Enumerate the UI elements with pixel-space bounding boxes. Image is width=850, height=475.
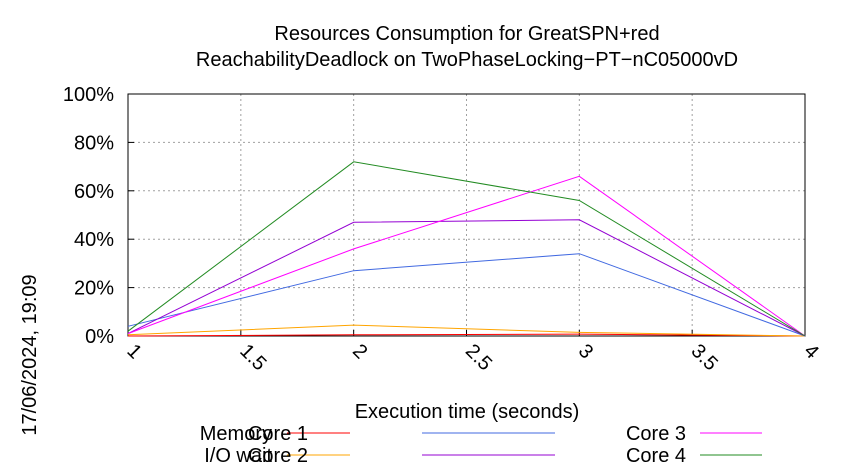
grid xyxy=(128,94,805,336)
x-tick-label-0: 1 xyxy=(122,340,145,363)
legend-label-core-1: Core 1 xyxy=(248,423,308,445)
y-tick-label-0: 0% xyxy=(85,326,114,348)
y-tick-label-4: 80% xyxy=(74,132,114,154)
series-line-core-1 xyxy=(127,253,806,337)
x-tick-label-3: 2.5 xyxy=(461,340,496,375)
chart-title: Resources Consumption for GreatSPN+red xyxy=(274,23,659,45)
timestamp-label: 17/06/2024, 19:09 xyxy=(19,274,41,435)
series-line-i-o-wait xyxy=(127,324,806,337)
x-tick-label-5: 3.5 xyxy=(687,340,722,375)
legend-label-i-o-wait: I/O wait xyxy=(204,445,272,467)
series-line-core-4 xyxy=(127,161,806,337)
x-tick-label-4: 3 xyxy=(574,340,597,363)
series-line-memory xyxy=(127,333,806,337)
series-lines xyxy=(127,161,806,337)
x-tick-label-6: 4 xyxy=(799,340,822,363)
legend-label-memory: Memory xyxy=(200,423,272,445)
x-tick-label-2: 2 xyxy=(348,340,371,363)
y-tick-label-5: 100% xyxy=(63,84,114,106)
x-tick-label-1: 1.5 xyxy=(235,340,270,375)
series-line-core-3 xyxy=(127,175,806,337)
y-tick-label-2: 40% xyxy=(74,229,114,251)
x-axis-label: Execution time (seconds) xyxy=(355,401,580,423)
legend-label-core-3: Core 3 xyxy=(626,423,686,445)
legend-label-core-2: Core 2 xyxy=(248,445,308,467)
y-axis-tick-labels: 0% 20% 40% 60% 80% 100% xyxy=(63,84,114,348)
chart-subtitle: ReachabilityDeadlock on TwoPhaseLocking−… xyxy=(196,49,738,71)
series-line-core-2 xyxy=(127,219,806,337)
y-tick-label-3: 60% xyxy=(74,181,114,203)
legend-label-core-4: Core 4 xyxy=(626,445,686,467)
y-tick-label-1: 20% xyxy=(74,278,114,300)
x-axis-tick-labels: 1 1.5 2 2.5 3 3.5 4 xyxy=(122,340,822,375)
